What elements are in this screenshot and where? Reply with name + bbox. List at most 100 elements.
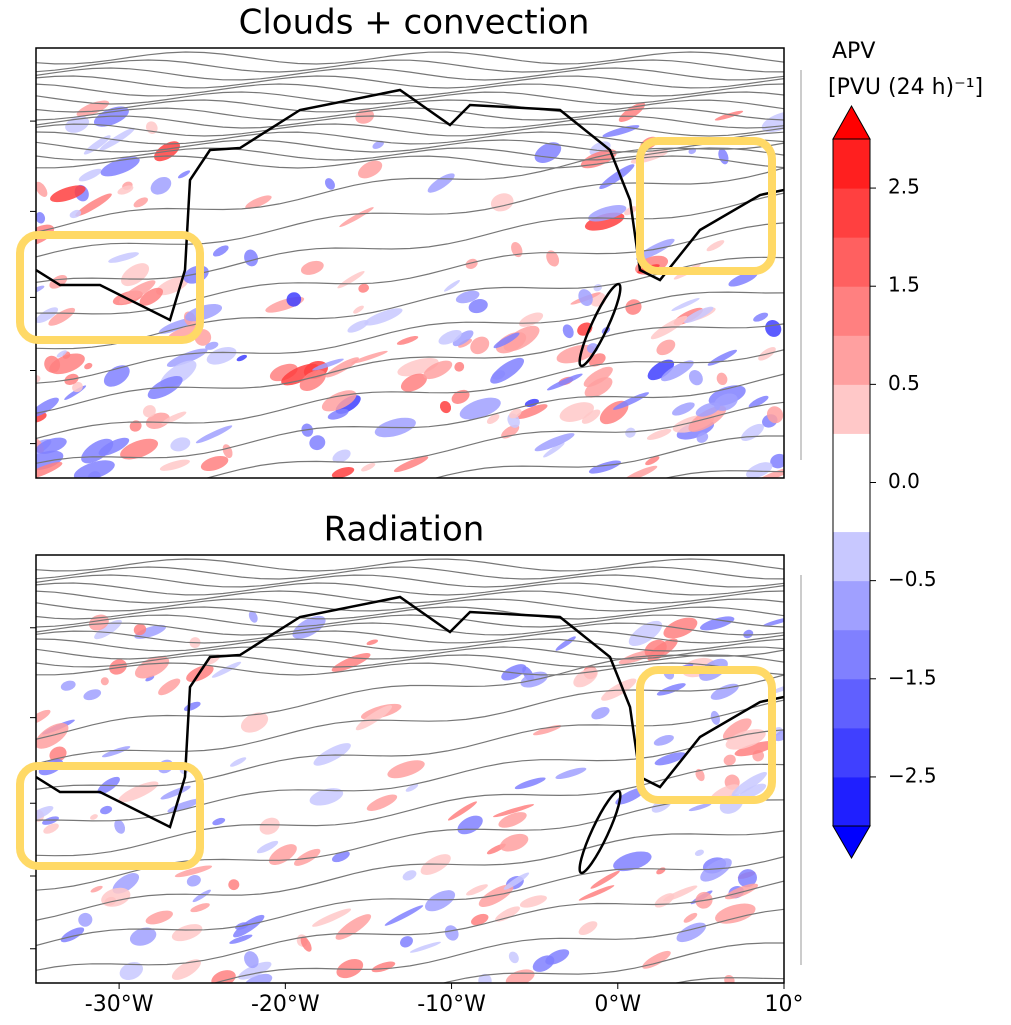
field-blob (228, 879, 240, 891)
field-blob (259, 817, 280, 835)
field-blob (656, 867, 666, 875)
field-blob (625, 427, 636, 438)
field-blob (618, 102, 646, 122)
field-blob (100, 156, 140, 177)
field-blob (89, 814, 98, 820)
field-blob (734, 741, 777, 757)
field-blob (325, 357, 359, 378)
colorbar-band (833, 335, 870, 385)
field-blob (312, 908, 352, 927)
field-blob (309, 788, 344, 806)
field-blob (590, 870, 620, 889)
field-blob (119, 961, 143, 980)
field-blob (83, 689, 102, 701)
field-blob (490, 357, 525, 384)
field-blob (546, 250, 560, 267)
field-blob (72, 381, 83, 393)
field-blob (514, 777, 546, 790)
field-blob (695, 768, 705, 782)
field-blob (511, 241, 523, 258)
colorbar-tick-label: −2.5 (888, 763, 937, 787)
field-blob (69, 209, 82, 219)
colorbar-tick-label: −1.5 (888, 665, 937, 689)
colorbar-extend (832, 825, 871, 859)
colorbar-tick-label: 0.5 (888, 371, 920, 395)
field-blob (161, 411, 187, 425)
colorbar-band (833, 139, 870, 189)
field-blob (159, 459, 190, 471)
field-blob (245, 195, 272, 209)
field-blob (495, 906, 520, 922)
field-blob (515, 404, 548, 420)
field-blob (174, 865, 213, 878)
field-blob (439, 400, 452, 414)
field-blob (321, 390, 357, 412)
highlight-box (636, 666, 776, 804)
field-blob (715, 903, 756, 924)
colorbar-band (833, 776, 870, 827)
contour-line (36, 699, 784, 790)
field-blob (183, 701, 201, 712)
field-blob (331, 653, 371, 672)
contour-line (36, 59, 784, 73)
field-blob (114, 819, 126, 834)
field-blob (623, 465, 658, 478)
field-blob (384, 905, 424, 926)
field-blob (694, 849, 704, 857)
field-blob (160, 785, 191, 800)
field-blob (49, 353, 85, 375)
field-blob (313, 743, 351, 766)
field-blob (765, 320, 782, 337)
field-blob (145, 675, 155, 682)
field-blob (584, 377, 613, 398)
field-blob (713, 393, 738, 411)
colorbar-tick-label: 0.0 (888, 469, 920, 493)
field-blob (129, 927, 157, 946)
field-blob (99, 127, 135, 151)
field-blob (555, 636, 576, 651)
field-blob (716, 372, 728, 386)
field-blob (56, 350, 67, 358)
field-blob (748, 395, 769, 408)
contour-line (36, 67, 784, 81)
field-blob (36, 307, 59, 324)
field-blob (109, 659, 127, 675)
field-blob (353, 305, 364, 314)
field-blob (171, 924, 203, 942)
field-blob (737, 869, 757, 888)
field-blob (562, 324, 574, 339)
field-blob (100, 677, 109, 686)
field-blob (102, 746, 131, 758)
contour-line (36, 646, 784, 660)
field-blob (746, 462, 773, 478)
contour-line (36, 115, 784, 129)
x-tick-label: -20°W (251, 992, 320, 1017)
contour-line (36, 880, 784, 971)
field-blob (366, 639, 378, 646)
field-blob (455, 290, 480, 304)
field-blob (688, 370, 703, 386)
contour-line (36, 662, 784, 676)
field-blob (688, 803, 712, 812)
contour-line (36, 582, 784, 596)
field-blob (195, 425, 233, 444)
field-blob (425, 890, 456, 912)
field-blob (170, 437, 191, 452)
field-blob (177, 170, 191, 179)
field-blob (78, 912, 93, 927)
field-blob (493, 804, 535, 818)
field-blob (486, 413, 500, 424)
field-blob (347, 320, 369, 333)
field-blob (358, 283, 370, 293)
field-blob (200, 455, 229, 471)
contour-line (36, 622, 784, 636)
field-blob (722, 718, 752, 741)
field-blob (660, 360, 694, 382)
field-blob (211, 661, 242, 678)
field-blob (244, 249, 259, 267)
field-blob (240, 712, 269, 733)
x-tick-label: 0°W (594, 992, 641, 1017)
contour-line (36, 192, 784, 283)
field-blob (452, 330, 474, 347)
contour-line (433, 435, 784, 478)
